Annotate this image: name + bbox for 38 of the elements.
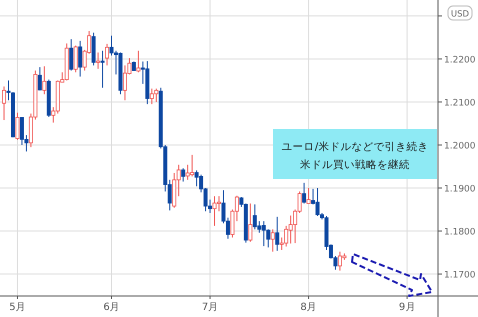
- candlestick: [132, 61, 136, 72]
- candlestick: [302, 182, 306, 204]
- candlestick: [186, 164, 190, 180]
- candlestick: [136, 50, 140, 73]
- x-tick-label: 6月: [103, 302, 120, 313]
- y-axis-title: USD: [450, 10, 470, 20]
- y-tick-label: 1.1800: [444, 228, 476, 238]
- candlestick: [69, 38, 74, 72]
- candlestick: [270, 228, 275, 252]
- x-tick-label: 8月: [300, 302, 317, 313]
- annotation: 米ドル買い戦略を継続: [300, 158, 410, 171]
- candlestick: [105, 43, 110, 66]
- y-tick-label: 1.1700: [444, 270, 476, 281]
- candlestick: [74, 45, 78, 73]
- candlestick: [78, 40, 82, 78]
- candlestick: [306, 188, 311, 204]
- y-tick-label: 1.2100: [444, 98, 476, 108]
- candlestick: [154, 88, 158, 102]
- y-tick-label: 1.2000: [444, 141, 476, 152]
- candlestick: [42, 66, 46, 95]
- x-tick-label: 7月: [202, 302, 218, 313]
- y-tick-label: 1.2200: [444, 55, 476, 66]
- candlestick: [181, 168, 186, 182]
- x-tick-label: 5月: [9, 302, 26, 313]
- annotation: ユーロ/米ドルなどで引き続き: [282, 140, 428, 153]
- candlestick: [212, 196, 217, 226]
- candlestick: [2, 86, 6, 121]
- candlestick: [248, 203, 252, 242]
- candlestick: [275, 216, 280, 252]
- x-tick-label: 9月: [398, 302, 416, 313]
- candlestick: [15, 112, 20, 140]
- candlestick: [100, 50, 105, 88]
- candlestick: [96, 52, 100, 70]
- candlestick: [194, 170, 199, 187]
- candlestick: [38, 66, 42, 91]
- y-tick-label: 1.1900: [444, 184, 476, 195]
- candlestick: [266, 228, 270, 248]
- candlestick: [110, 35, 114, 56]
